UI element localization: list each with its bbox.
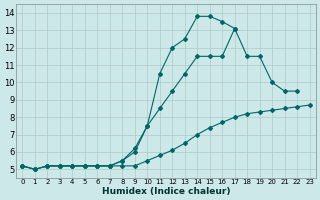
X-axis label: Humidex (Indice chaleur): Humidex (Indice chaleur) (102, 187, 230, 196)
